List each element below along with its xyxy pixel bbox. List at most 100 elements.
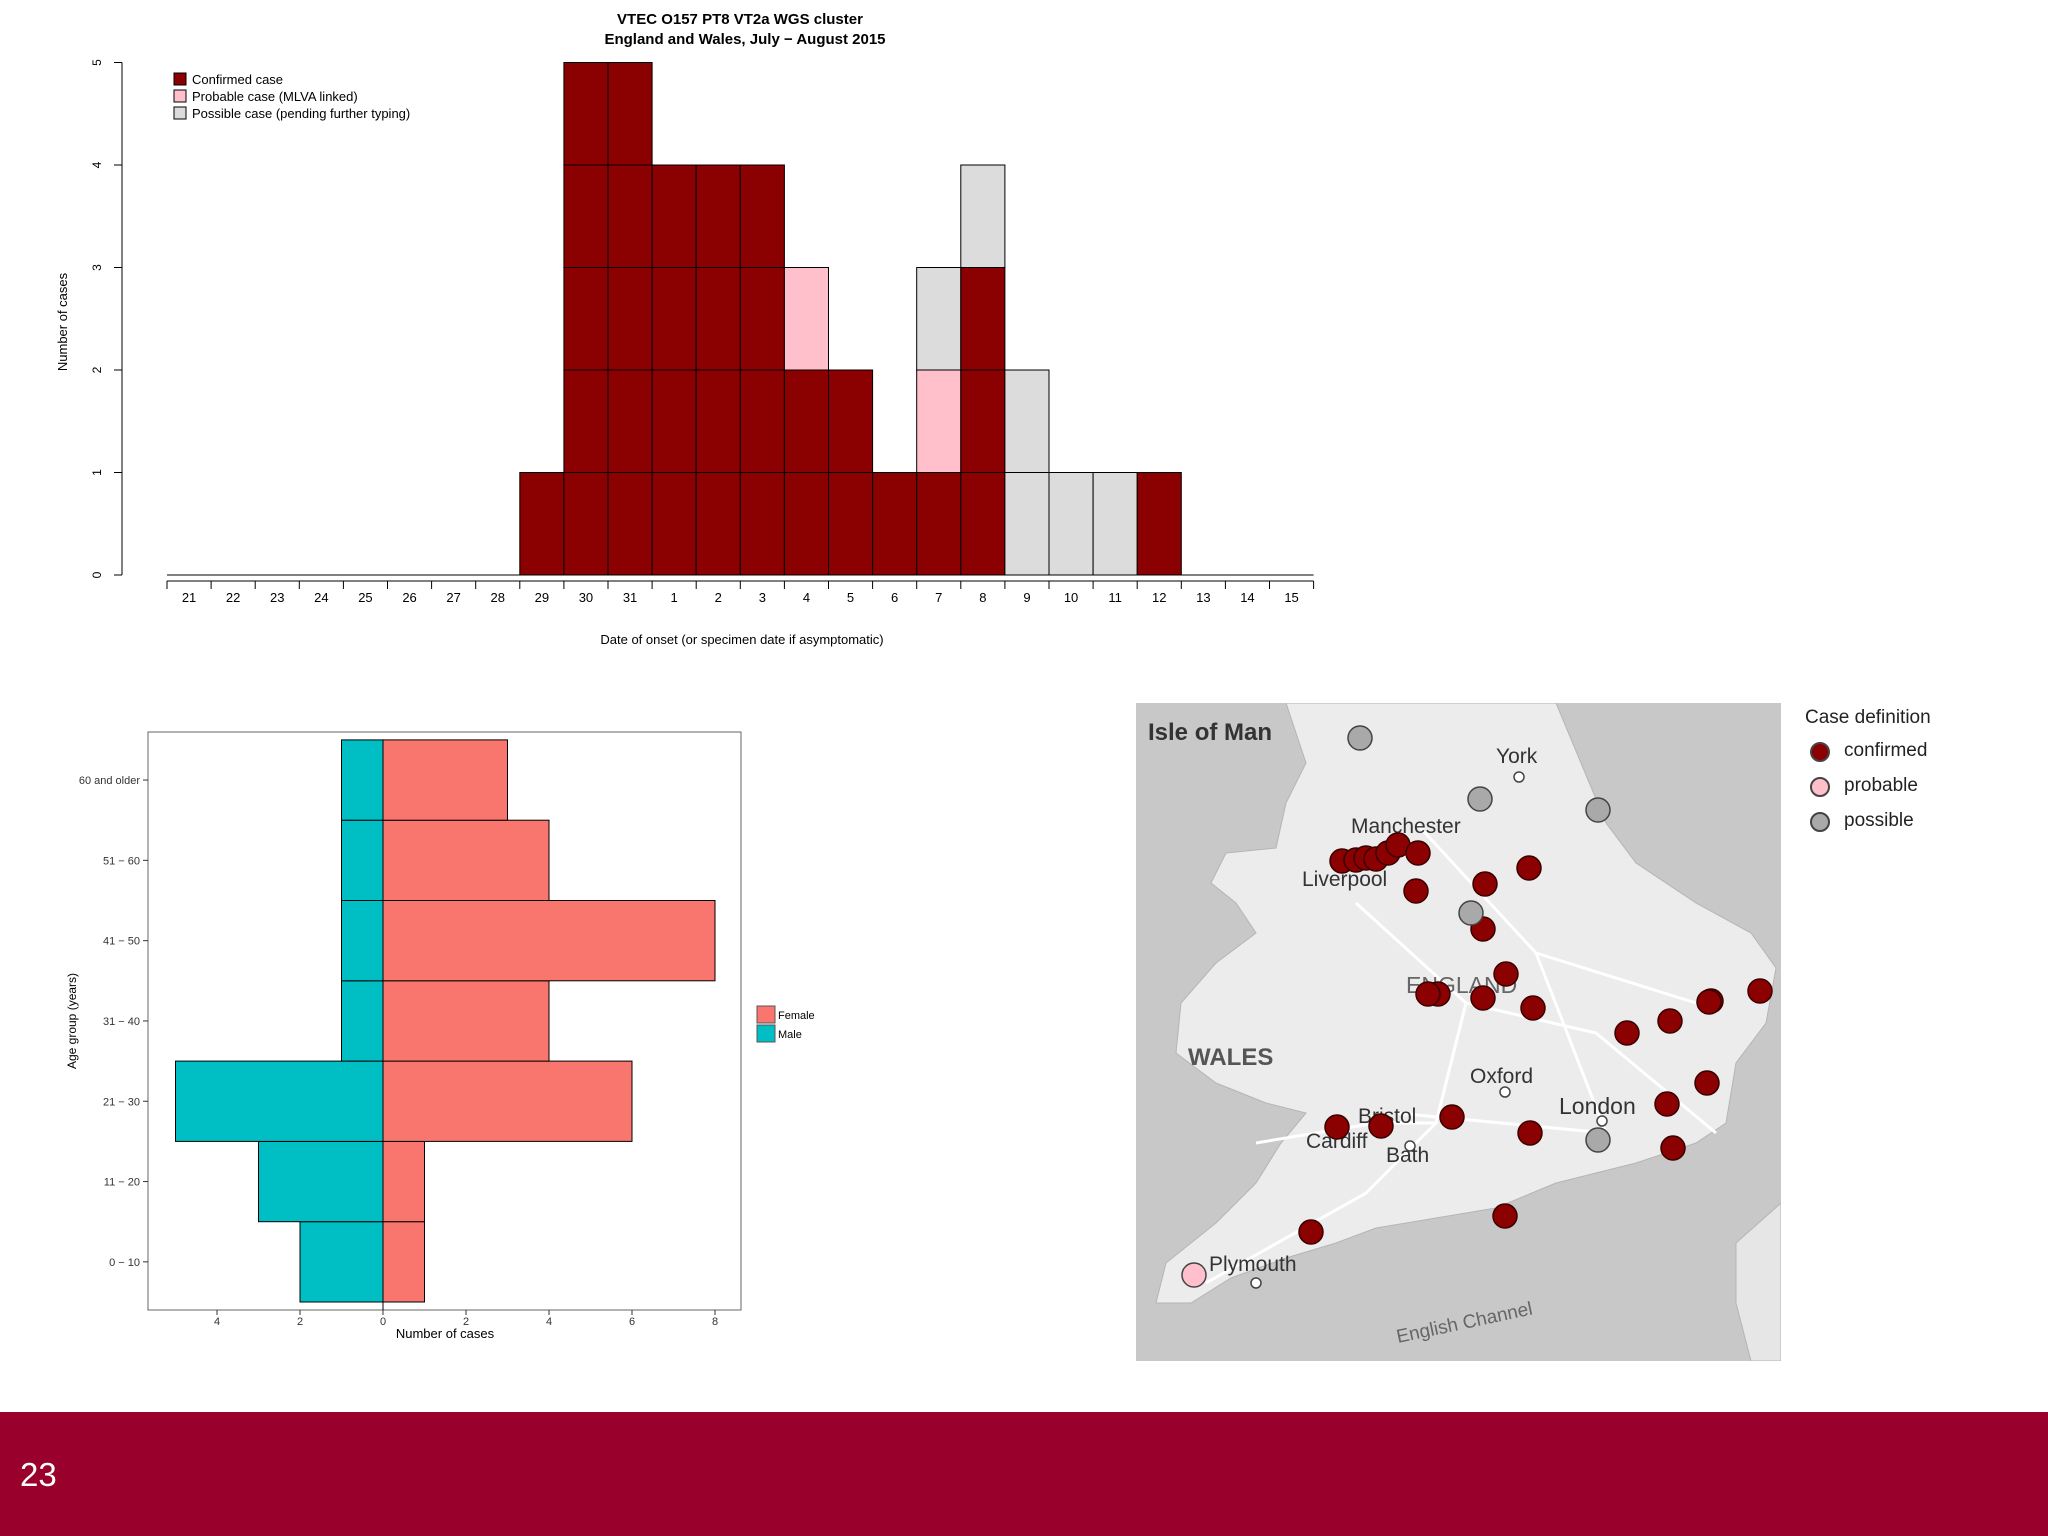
epi-bar-possible-7 <box>916 267 962 371</box>
footer-bar <box>0 1412 2048 1536</box>
epi-xtick-label: 12 <box>1152 590 1166 605</box>
epi-bar-confirmed-12 <box>1136 472 1182 576</box>
confirmed-case-point <box>1654 1091 1680 1117</box>
epi-xtick-label: 30 <box>579 590 593 605</box>
town-marker-icon <box>1404 1140 1416 1152</box>
epi-xtick-label: 9 <box>1023 590 1030 605</box>
pyramid-xtick-label: 0 <box>380 1316 386 1328</box>
map-label: Oxford <box>1470 1065 1533 1088</box>
confirmed-case-point <box>1696 989 1722 1015</box>
epi-xtick-label: 14 <box>1240 590 1254 605</box>
pyramid-xtick-label: 2 <box>297 1316 303 1328</box>
epi-bar-probable-4 <box>783 267 830 371</box>
france-coast <box>1735 1202 1781 1361</box>
pyramid-bar-male-4 <box>341 900 384 982</box>
epi-bar-confirmed-2 <box>695 472 741 576</box>
epi-bar-possible-10 <box>1048 472 1094 576</box>
epi-xtick-label: 22 <box>226 590 240 605</box>
road-network <box>1205 821 1717 1285</box>
epi-bar-confirmed-6 <box>872 472 918 576</box>
map-label: London <box>1559 1093 1636 1119</box>
confirmed-case-point <box>1492 1203 1518 1229</box>
epi-xtick-label: 24 <box>314 590 328 605</box>
epi-bar-possible-11 <box>1092 472 1138 576</box>
confirmed-case-point <box>1520 995 1546 1021</box>
pyramid-bar-female-5 <box>382 819 550 901</box>
epi-xtick-label: 4 <box>803 590 810 605</box>
epi-xtick-label: 6 <box>891 590 898 605</box>
epi-xtick-label: 25 <box>358 590 372 605</box>
confirmed-case-point <box>1747 978 1773 1004</box>
epi-ytick-label: 1 <box>90 469 104 476</box>
possible-case-point <box>1585 1127 1611 1153</box>
pyramid-legend-label-male: Male <box>778 1029 802 1041</box>
possible-case-point <box>1347 725 1373 751</box>
epi-bar-confirmed-8 <box>960 472 1006 576</box>
pyramid-bar-male-3 <box>341 980 384 1062</box>
epi-ytick-label: 3 <box>90 264 104 271</box>
pyramid-ylabel: Age group (years) <box>65 973 79 1069</box>
epi-bar-confirmed-1 <box>651 369 697 473</box>
epi-bar-confirmed-5 <box>828 472 874 576</box>
pyramid-bar-female-2 <box>382 1060 633 1142</box>
epi-bar-confirmed-31 <box>607 369 653 473</box>
map-label: Liverpool <box>1302 868 1387 891</box>
epi-bar-confirmed-31 <box>607 267 653 371</box>
possible-case-point <box>1585 797 1611 823</box>
pyramid-ytick-label: 21 − 30 <box>103 1096 140 1108</box>
pyramid-bar-female-6 <box>382 739 508 821</box>
epi-bar-confirmed-31 <box>607 164 653 268</box>
epi-xtick-label: 8 <box>979 590 986 605</box>
pyramid-xtick-label: 4 <box>214 1316 220 1328</box>
pyramid-xtick-label: 2 <box>463 1316 469 1328</box>
epi-xtick-label: 26 <box>402 590 416 605</box>
epi-bar-probable-7 <box>916 369 962 473</box>
epi-bar-possible-9 <box>1004 369 1050 473</box>
epi-xtick-label: 5 <box>847 590 854 605</box>
epi-bar-confirmed-3 <box>739 164 785 268</box>
pyramid-ytick-label: 0 − 10 <box>109 1257 140 1269</box>
confirmed-case-point <box>1694 1070 1720 1096</box>
confirmed-case-point <box>1405 840 1431 866</box>
epi-bar-confirmed-3 <box>739 472 785 576</box>
epi-bar-confirmed-2 <box>695 267 741 371</box>
epi-bar-confirmed-1 <box>651 472 697 576</box>
epi-bar-confirmed-8 <box>960 267 1006 371</box>
epi-bar-confirmed-4 <box>783 369 830 473</box>
epi-xtick-label: 11 <box>1108 590 1122 605</box>
epi-xtick-label: 7 <box>935 590 942 605</box>
pyramid-bar-female-0 <box>382 1221 425 1303</box>
epi-bar-confirmed-2 <box>695 164 741 268</box>
pyramid-ytick-label: 51 − 60 <box>103 855 140 867</box>
map-legend-title: Case definition <box>1805 707 1931 728</box>
map-label: WALES <box>1188 1044 1273 1071</box>
pyramid-ytick-label: 31 − 40 <box>103 1016 140 1028</box>
epi-xtick-label: 1 <box>671 590 678 605</box>
epi-legend-label-probable: Probable case (MLVA linked) <box>192 89 358 104</box>
town-marker-icon <box>1596 1115 1608 1127</box>
epi-bar-possible-9 <box>1004 472 1050 576</box>
confirmed-case-point <box>1493 961 1519 987</box>
epi-bar-confirmed-29 <box>519 472 565 576</box>
epi-bar-confirmed-7 <box>916 472 962 576</box>
possible-case-point <box>1458 900 1484 926</box>
page-number: 23 <box>20 1456 57 1493</box>
confirmed-case-point <box>1368 1113 1394 1139</box>
probable-case-point <box>1181 1262 1207 1288</box>
confirmed-case-point <box>1517 1120 1543 1146</box>
pyramid-ytick-label: 41 − 50 <box>103 936 140 948</box>
pyramid-legend-swatch-male <box>756 1024 776 1043</box>
epi-bar-confirmed-30 <box>563 164 609 268</box>
pyramid-xlabel: Number of cases <box>396 1326 495 1341</box>
epi-xtick-label: 15 <box>1284 590 1298 605</box>
map-legend: Case definition confirmed probable possi… <box>1805 707 1931 832</box>
age-sex-pyramid-chart: 0 − 10 11 − 20 21 − 30 31 − 40 41 − 50 51 − 6… <box>65 731 815 1341</box>
confirmed-case-point <box>1516 855 1542 881</box>
pyramid-bar-female-3 <box>382 980 550 1062</box>
epi-title: VTEC O157 PT8 VT2a WGS cluster <box>617 11 863 28</box>
epi-xtick-label: 28 <box>491 590 505 605</box>
epi-bar-confirmed-8 <box>960 369 1006 473</box>
epi-ytick-label: 5 <box>90 59 104 66</box>
epi-bar-confirmed-1 <box>651 164 697 268</box>
